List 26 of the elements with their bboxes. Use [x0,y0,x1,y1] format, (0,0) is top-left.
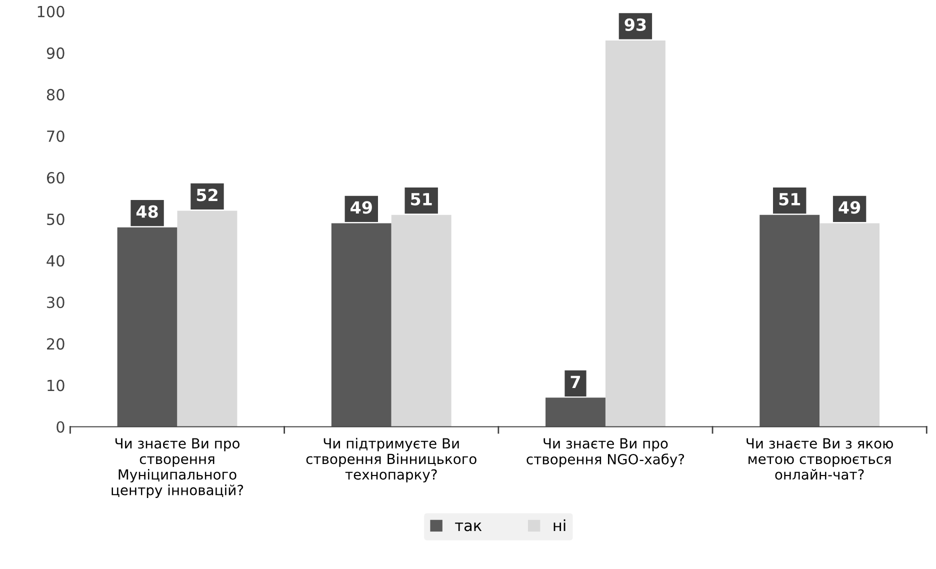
legend-label: так [455,522,482,532]
data-label: 48 [136,205,158,218]
y-tick-label: 40 [46,255,64,267]
data-label: 93 [624,18,646,31]
x-tick-label: Чи підтримуєте Ви створення Вінницького технопарку? [306,438,476,482]
data-label: 51 [411,193,432,206]
y-tick-label: 90 [46,47,64,59]
legend-label: ні [554,519,566,532]
data-label: 7 [570,376,580,388]
x-tick-label: Чи знаєте Ви про створення NGO-хабу? [526,438,684,468]
data-label: 52 [196,188,218,202]
y-tick-label: 100 [38,6,64,18]
x-tick-label: Чи знаєте Ви з якою метою створюється онлайн-чат? [746,438,893,480]
y-tick-label: 10 [48,380,64,392]
y-tick-label: 70 [47,130,64,142]
data-label: 49 [838,201,860,214]
x-tick-label: Чи знаєте Ви про створення Муніципального центру інновацій? [112,438,244,498]
y-tick-label: 60 [46,172,64,184]
y-tick-label: 20 [47,338,64,350]
bar [546,398,606,427]
y-tick-label: 30 [47,296,64,308]
data-label: 49 [350,201,372,214]
y-tick-label: 80 [46,88,64,100]
data-label: 51 [779,193,800,206]
y-tick-label: 0 [56,421,64,433]
y-tick-label: 50 [47,214,64,226]
